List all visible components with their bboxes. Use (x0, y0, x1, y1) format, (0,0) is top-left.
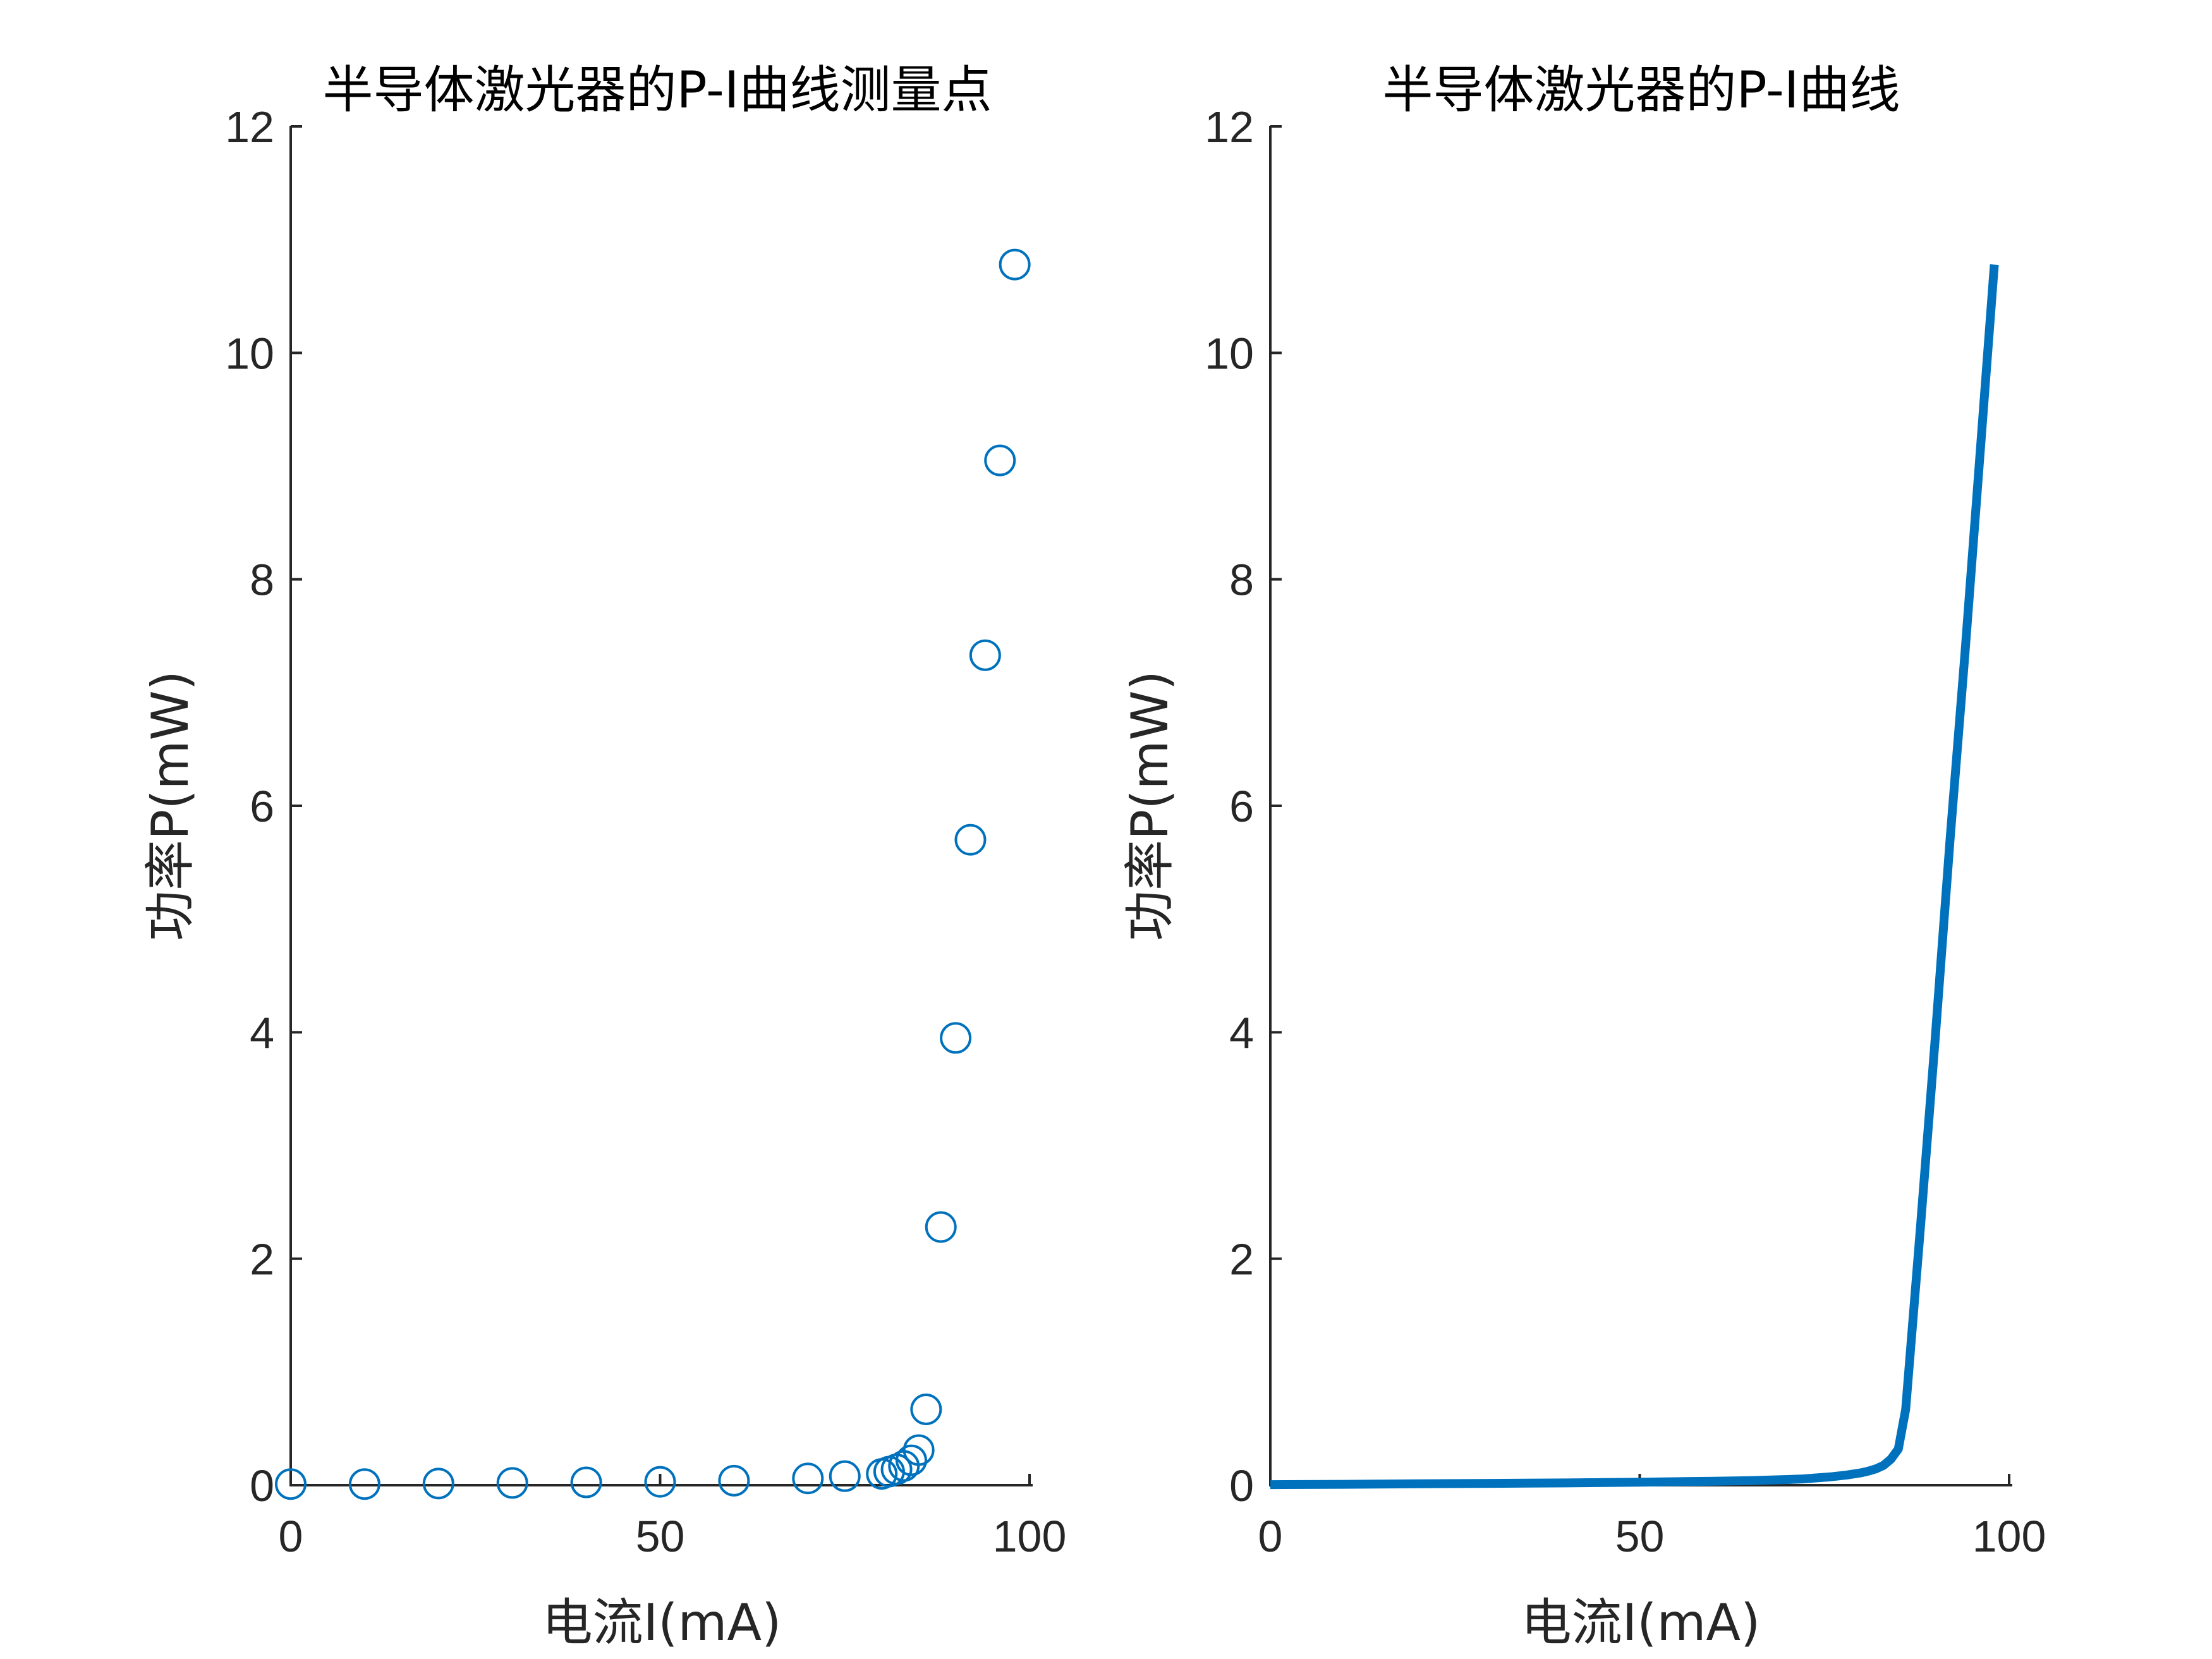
left-y-tick-label: 2 (250, 1235, 274, 1284)
data-point (910, 1393, 942, 1425)
left-x-tick-label: 0 (279, 1512, 303, 1561)
right-x-axis-label: 电流I(mA) (1521, 1593, 1761, 1652)
left-chart: 半导体激光器的P-I曲线测量点 电流I(mA) 功率P(mW) 0 2 4 6 8 10 1… (141, 61, 1066, 1652)
left-x-tick-label: 100 (993, 1512, 1067, 1561)
data-point (940, 1022, 972, 1054)
data-point (925, 1211, 957, 1243)
right-y-tick-label: 0 (1229, 1461, 1254, 1510)
data-point (954, 823, 987, 856)
right-x-tick-label: 0 (1258, 1512, 1283, 1561)
series-line (1270, 264, 1999, 1490)
left-y-tick-label: 6 (250, 782, 274, 831)
left-y-tick-label: 12 (225, 102, 274, 152)
data-point (895, 1444, 927, 1476)
data-point (829, 1460, 861, 1492)
data-point (275, 1468, 307, 1500)
left-axis-ticks: 0 2 4 6 8 10 12 0 50 100 (225, 102, 1066, 1561)
data-point (644, 1466, 676, 1498)
right-y-tick-label: 4 (1229, 1008, 1254, 1057)
data-point (348, 1468, 380, 1500)
right-chart-title: 半导体激光器的P-I曲线 (1383, 61, 1900, 119)
left-x-tick-label: 50 (636, 1512, 685, 1561)
left-y-tick-label: 10 (225, 329, 274, 378)
data-point (902, 1434, 935, 1466)
data-point (570, 1466, 602, 1498)
left-y-tick-label: 8 (250, 556, 274, 605)
left-y-axis-label: 功率P(mW) (141, 671, 200, 941)
right-y-tick-label: 2 (1229, 1235, 1254, 1284)
data-point (984, 444, 1016, 477)
left-chart-title: 半导体激光器的P-I曲线测量点 (323, 61, 992, 119)
data-point (792, 1462, 824, 1495)
data-point (718, 1464, 750, 1497)
left-y-tick-label: 0 (250, 1461, 274, 1510)
left-x-axis-label: 电流I(mA) (542, 1593, 782, 1652)
right-x-tick-label: 50 (1615, 1512, 1665, 1561)
data-point (999, 248, 1031, 281)
right-x-tick-label: 100 (1972, 1512, 2046, 1561)
data-point (496, 1467, 528, 1499)
right-y-tick-label: 8 (1229, 556, 1254, 605)
left-data-points (275, 248, 1031, 1500)
left-y-tick-label: 4 (250, 1008, 274, 1057)
right-y-tick-label: 6 (1229, 782, 1254, 831)
right-y-tick-label: 10 (1205, 329, 1254, 378)
data-point (422, 1468, 454, 1500)
right-data-line (1270, 264, 1999, 1490)
right-y-axis-label: 功率P(mW) (1121, 671, 1179, 941)
right-y-tick-label: 12 (1205, 102, 1254, 152)
data-point (969, 639, 1001, 671)
right-chart: 半导体激光器的P-I曲线 电流I(mA) 功率P(mW) 0 2 4 6 8 10 12 0 5… (1121, 61, 2046, 1652)
